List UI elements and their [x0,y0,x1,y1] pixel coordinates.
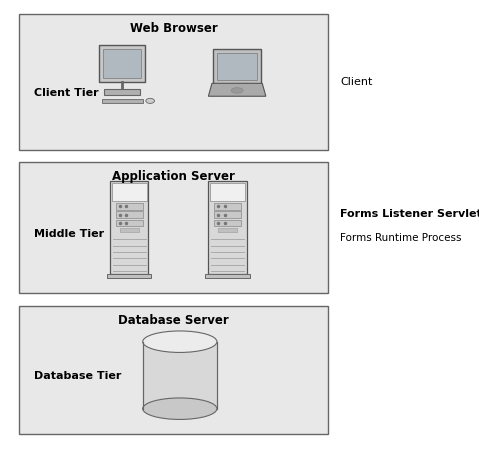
Text: Client: Client [340,77,373,87]
Ellipse shape [146,98,154,103]
FancyBboxPatch shape [214,220,241,226]
FancyBboxPatch shape [19,306,328,434]
FancyBboxPatch shape [143,342,217,409]
FancyBboxPatch shape [217,53,257,79]
Text: Forms Runtime Process: Forms Runtime Process [340,233,462,243]
FancyBboxPatch shape [116,220,143,226]
FancyBboxPatch shape [102,98,143,103]
FancyBboxPatch shape [19,14,328,150]
FancyBboxPatch shape [205,274,250,278]
FancyBboxPatch shape [110,182,148,274]
FancyBboxPatch shape [208,182,247,274]
FancyBboxPatch shape [218,228,237,232]
Text: Client Tier: Client Tier [34,88,98,98]
FancyBboxPatch shape [104,89,140,95]
FancyBboxPatch shape [112,183,147,201]
Ellipse shape [143,331,217,353]
Text: Web Browser: Web Browser [130,22,217,35]
Text: Application Server: Application Server [112,170,235,183]
FancyBboxPatch shape [116,212,143,218]
Text: Forms Listener Servlet: Forms Listener Servlet [340,209,479,219]
Text: Database Tier: Database Tier [34,371,121,382]
Polygon shape [208,83,266,96]
FancyBboxPatch shape [214,203,241,210]
FancyBboxPatch shape [213,49,261,84]
Text: Database Server: Database Server [118,314,229,327]
FancyBboxPatch shape [116,203,143,210]
Text: Middle Tier: Middle Tier [34,229,103,239]
FancyBboxPatch shape [120,228,139,232]
FancyBboxPatch shape [107,274,151,278]
Ellipse shape [143,398,217,419]
Ellipse shape [231,88,243,93]
FancyBboxPatch shape [19,162,328,293]
FancyBboxPatch shape [210,183,245,201]
FancyBboxPatch shape [100,44,145,82]
FancyBboxPatch shape [103,49,141,78]
FancyBboxPatch shape [214,212,241,218]
